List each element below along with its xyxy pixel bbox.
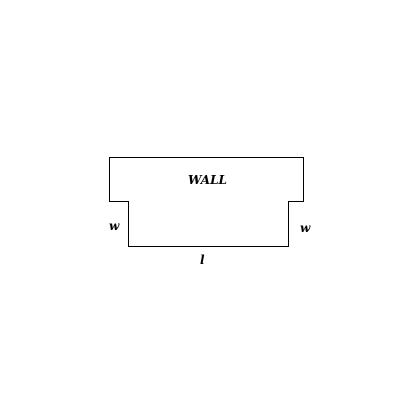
enclosure-rectangle	[128, 201, 289, 247]
width-label-right: w	[300, 221, 311, 235]
length-label: l	[200, 253, 205, 267]
wall-rectangle: WALL	[109, 157, 304, 202]
wall-label: WALL	[188, 173, 227, 187]
width-label-left: w	[109, 219, 120, 233]
